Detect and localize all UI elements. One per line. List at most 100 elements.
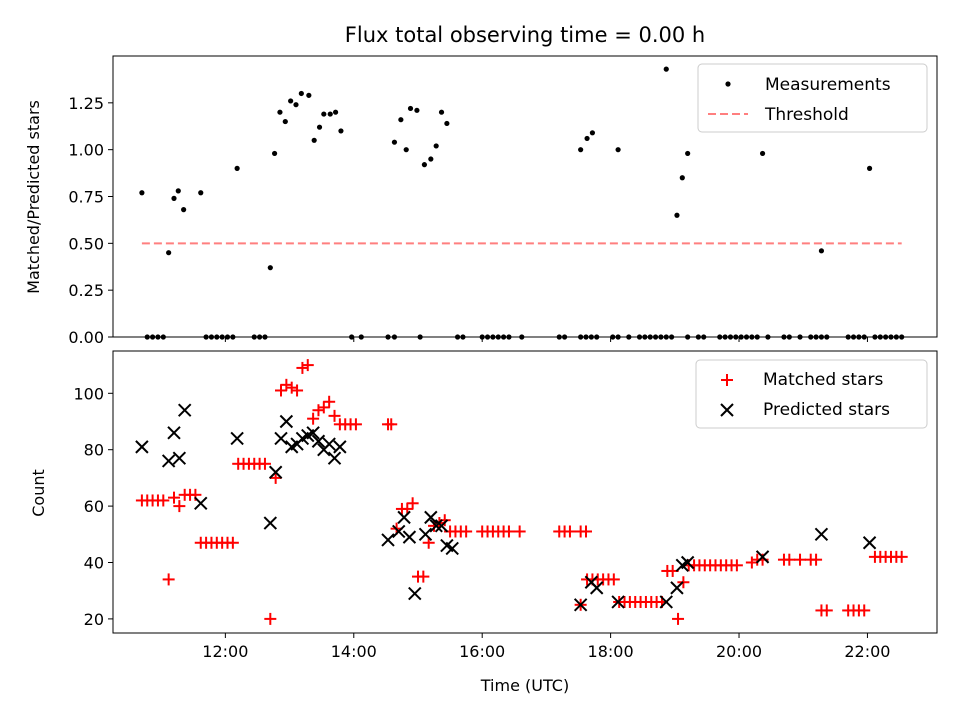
measurement-point — [421, 162, 428, 168]
matched-star-point — [858, 604, 871, 617]
legend-matched-label: Matched stars — [763, 370, 883, 390]
measurement-point — [293, 102, 299, 108]
measurement-point — [615, 147, 621, 153]
predicted-star-point — [418, 527, 433, 542]
measurement-point — [407, 105, 414, 112]
top-y-tick-label: 0.00 — [68, 328, 104, 347]
measurement-point — [234, 165, 240, 171]
measurement-point — [759, 150, 766, 157]
chart-title: Flux total observing time = 0.00 h — [345, 23, 705, 47]
measurement-point — [311, 137, 317, 143]
measurement-point — [584, 135, 590, 142]
predicted-star-point — [424, 510, 438, 525]
measurement-point — [414, 107, 420, 113]
top-y-tick-label: 0.50 — [68, 234, 104, 253]
predicted-star-point — [306, 426, 320, 440]
matched-star-point — [810, 553, 823, 566]
top-panel: Flux total observing time = 0.00 h Match… — [24, 23, 938, 347]
measurement-point — [288, 98, 294, 104]
predicted-star-point — [274, 431, 288, 446]
matched-star-point — [167, 491, 180, 504]
matched-star-point — [349, 418, 362, 431]
matched-star-point — [783, 553, 796, 566]
matched-star-point — [280, 378, 293, 391]
matched-star-point — [385, 418, 398, 431]
measurement-point — [444, 120, 450, 127]
matched-star-point — [173, 500, 186, 513]
top-y-tick-label: 1.00 — [68, 141, 104, 160]
predicted-star-point — [402, 530, 417, 544]
bottom-y-axis-label: Count — [29, 469, 48, 517]
measurement-point — [327, 111, 333, 117]
measurement-point — [679, 175, 685, 181]
matched-star-point — [275, 384, 288, 397]
measurement-point — [181, 207, 187, 213]
matched-star-point — [296, 361, 309, 374]
matched-star-point — [291, 384, 304, 397]
predicted-star-point — [755, 550, 770, 564]
predicted-star-point — [429, 519, 443, 533]
measurement-point — [139, 190, 145, 196]
top-y-tick-label: 0.25 — [68, 281, 104, 300]
measurement-point — [171, 195, 177, 201]
predicted-star-point — [161, 454, 176, 468]
top-y-tick-label: 1.25 — [68, 94, 104, 113]
measurement-point — [175, 188, 181, 194]
legend-matched-marker — [721, 374, 733, 386]
matched-star-point — [794, 553, 807, 566]
matched-star-point — [226, 536, 239, 549]
bottom-y-tick-label: 40 — [84, 554, 104, 573]
measurement-point — [332, 109, 339, 115]
bottom-plot-frame — [112, 350, 938, 634]
measurement-point — [438, 109, 445, 115]
bottom-plot-marks — [135, 359, 908, 625]
matched-star-point — [162, 573, 175, 586]
matched-star-point — [677, 576, 690, 589]
x-tick-label: 18:00 — [588, 642, 634, 661]
measurement-point — [321, 111, 327, 117]
bottom-legend: Matched stars Predicted stars — [695, 359, 928, 429]
bottom-y-tick-label: 100 — [73, 384, 104, 403]
matched-star-point — [406, 497, 419, 510]
predicted-star-point — [659, 595, 673, 609]
matched-star-point — [607, 573, 620, 586]
predicted-star-point — [381, 533, 395, 547]
x-axis-label: Time (UTC) — [480, 676, 569, 695]
bottom-y-tick-label: 60 — [84, 497, 104, 516]
legend-predicted-label: Predicted stars — [763, 400, 890, 420]
predicted-star-point — [172, 451, 187, 465]
bottom-legend-box — [695, 359, 928, 429]
measurement-point — [198, 190, 204, 196]
predicted-star-point — [322, 437, 336, 451]
measurement-point — [306, 92, 312, 98]
measurement-point — [271, 150, 278, 157]
matched-star-point — [820, 604, 833, 617]
matched-star-point — [264, 612, 277, 625]
bottom-axis-ticks: 20 40 60 80 100 12:00 14:00 16:00 18:00 20:00 22:0… — [73, 384, 890, 661]
predicted-star-point — [311, 434, 326, 448]
measurement-point — [663, 66, 669, 72]
matched-star-point — [323, 395, 336, 408]
predicted-star-point — [194, 496, 208, 510]
matched-star-point — [301, 359, 314, 372]
measurement-point — [866, 165, 873, 171]
matched-star-point — [312, 404, 325, 417]
predicted-star-point — [408, 586, 422, 601]
matched-star-point — [307, 412, 320, 425]
measurement-point — [391, 139, 398, 145]
x-tick-label: 22:00 — [844, 642, 890, 661]
measurement-point — [674, 212, 680, 218]
predicted-star-point — [814, 527, 829, 542]
predicted-star-point — [670, 581, 684, 595]
top-y-tick-label: 0.75 — [68, 188, 104, 207]
matched-star-point — [895, 550, 908, 563]
matched-star-point — [730, 559, 743, 572]
legend-predicted-marker — [720, 403, 734, 417]
predicted-star-point — [397, 510, 411, 525]
matched-star-point — [269, 471, 282, 484]
measurement-point — [685, 150, 691, 157]
legend-measurements-marker — [725, 81, 731, 87]
measurement-point — [277, 109, 283, 115]
measurement-point — [578, 147, 584, 153]
